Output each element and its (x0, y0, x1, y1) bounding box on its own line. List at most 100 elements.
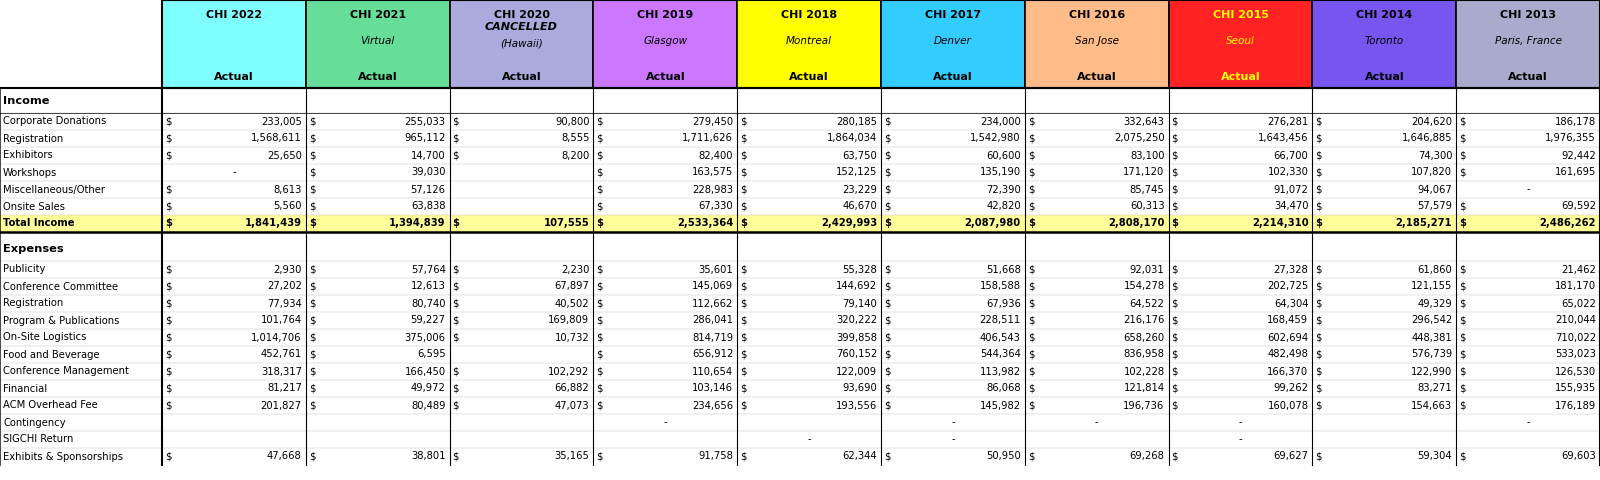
Text: 91,072: 91,072 (1274, 184, 1309, 194)
Text: SIGCHI Return: SIGCHI Return (3, 434, 74, 444)
Bar (738, 181, 882, 198)
Text: 234,000: 234,000 (981, 117, 1021, 127)
Text: $: $ (309, 218, 315, 228)
Text: 101,764: 101,764 (261, 315, 302, 325)
Bar (1168, 295, 1312, 312)
Text: $: $ (309, 151, 315, 160)
Text: 67,330: 67,330 (699, 202, 733, 212)
Text: 102,330: 102,330 (1267, 168, 1309, 178)
Text: 318,317: 318,317 (261, 367, 302, 376)
Text: -: - (664, 418, 667, 428)
Text: 814,719: 814,719 (693, 333, 733, 343)
Bar (1026, 198, 1168, 215)
Text: 836,958: 836,958 (1123, 349, 1165, 360)
Text: -: - (1526, 418, 1530, 428)
Text: 760,152: 760,152 (835, 349, 877, 360)
Text: On-Site Logistics: On-Site Logistics (3, 333, 86, 343)
Text: $: $ (165, 264, 171, 275)
Bar (1026, 363, 1168, 380)
Bar (1312, 295, 1456, 312)
Text: $: $ (1171, 400, 1178, 410)
Text: 83,100: 83,100 (1130, 151, 1165, 160)
Bar (882, 363, 1024, 380)
Text: $: $ (1027, 452, 1034, 461)
Text: 91,758: 91,758 (698, 452, 733, 461)
Bar (1026, 414, 1168, 431)
Text: $: $ (597, 133, 603, 144)
Bar (1456, 431, 1600, 448)
Bar (1026, 147, 1168, 164)
Text: $: $ (165, 299, 171, 309)
Bar (450, 130, 594, 147)
Text: Actual: Actual (1365, 72, 1405, 82)
Text: 152,125: 152,125 (835, 168, 877, 178)
Text: Actual: Actual (789, 72, 829, 82)
Bar (306, 448, 450, 465)
Text: 25,650: 25,650 (267, 151, 302, 160)
Text: $: $ (1027, 281, 1034, 291)
Bar (1456, 363, 1600, 380)
Text: 375,006: 375,006 (405, 333, 445, 343)
Bar (738, 215, 882, 232)
Text: $: $ (1315, 281, 1322, 291)
Bar (0, 0, 162, 88)
Bar (0, 88, 1600, 113)
Bar (738, 278, 882, 295)
Bar (1026, 261, 1168, 278)
Text: 62,344: 62,344 (842, 452, 877, 461)
Text: 57,579: 57,579 (1418, 202, 1453, 212)
Bar (1456, 130, 1600, 147)
Bar (162, 414, 306, 431)
Text: 8,613: 8,613 (274, 184, 302, 194)
Text: CHI 2016: CHI 2016 (1069, 10, 1125, 20)
Text: 176,189: 176,189 (1555, 400, 1597, 410)
Text: 72,390: 72,390 (986, 184, 1021, 194)
Text: $: $ (597, 333, 603, 343)
Bar (1026, 278, 1168, 295)
Text: 126,530: 126,530 (1555, 367, 1597, 376)
Text: -: - (950, 434, 955, 444)
Bar (594, 397, 738, 414)
Bar (1456, 414, 1600, 431)
Bar (1026, 346, 1168, 363)
Text: 710,022: 710,022 (1555, 333, 1597, 343)
Bar (1168, 380, 1312, 397)
Text: $: $ (453, 333, 459, 343)
Bar (882, 198, 1024, 215)
Bar (1168, 181, 1312, 198)
Bar (162, 113, 306, 130)
Bar (1312, 312, 1456, 329)
Bar (1168, 312, 1312, 329)
Bar (450, 181, 594, 198)
Text: $: $ (741, 218, 747, 228)
Text: -: - (1526, 184, 1530, 194)
Text: $: $ (1171, 168, 1178, 178)
Bar (450, 261, 594, 278)
Text: $: $ (597, 184, 603, 194)
Text: Registration: Registration (3, 299, 64, 309)
Text: $: $ (453, 367, 459, 376)
Text: 60,600: 60,600 (986, 151, 1021, 160)
Bar (0, 295, 162, 312)
Text: ACM Overhead Fee: ACM Overhead Fee (3, 400, 98, 410)
Text: 169,809: 169,809 (549, 315, 589, 325)
Bar (738, 261, 882, 278)
Text: $: $ (309, 168, 315, 178)
Text: Virtual: Virtual (360, 36, 395, 46)
Bar (306, 113, 450, 130)
Bar (882, 380, 1024, 397)
Text: 27,202: 27,202 (267, 281, 302, 291)
Text: $: $ (597, 400, 603, 410)
Text: 122,009: 122,009 (835, 367, 877, 376)
Text: 69,603: 69,603 (1562, 452, 1597, 461)
Bar (0, 346, 162, 363)
Text: Registration: Registration (3, 133, 64, 144)
Text: 658,260: 658,260 (1123, 333, 1165, 343)
Bar (1312, 261, 1456, 278)
Text: Food and Beverage: Food and Beverage (3, 349, 99, 360)
Bar (738, 130, 882, 147)
Bar (1026, 448, 1168, 465)
Text: 47,073: 47,073 (555, 400, 589, 410)
Bar (1456, 0, 1600, 88)
Text: 2,930: 2,930 (274, 264, 302, 275)
